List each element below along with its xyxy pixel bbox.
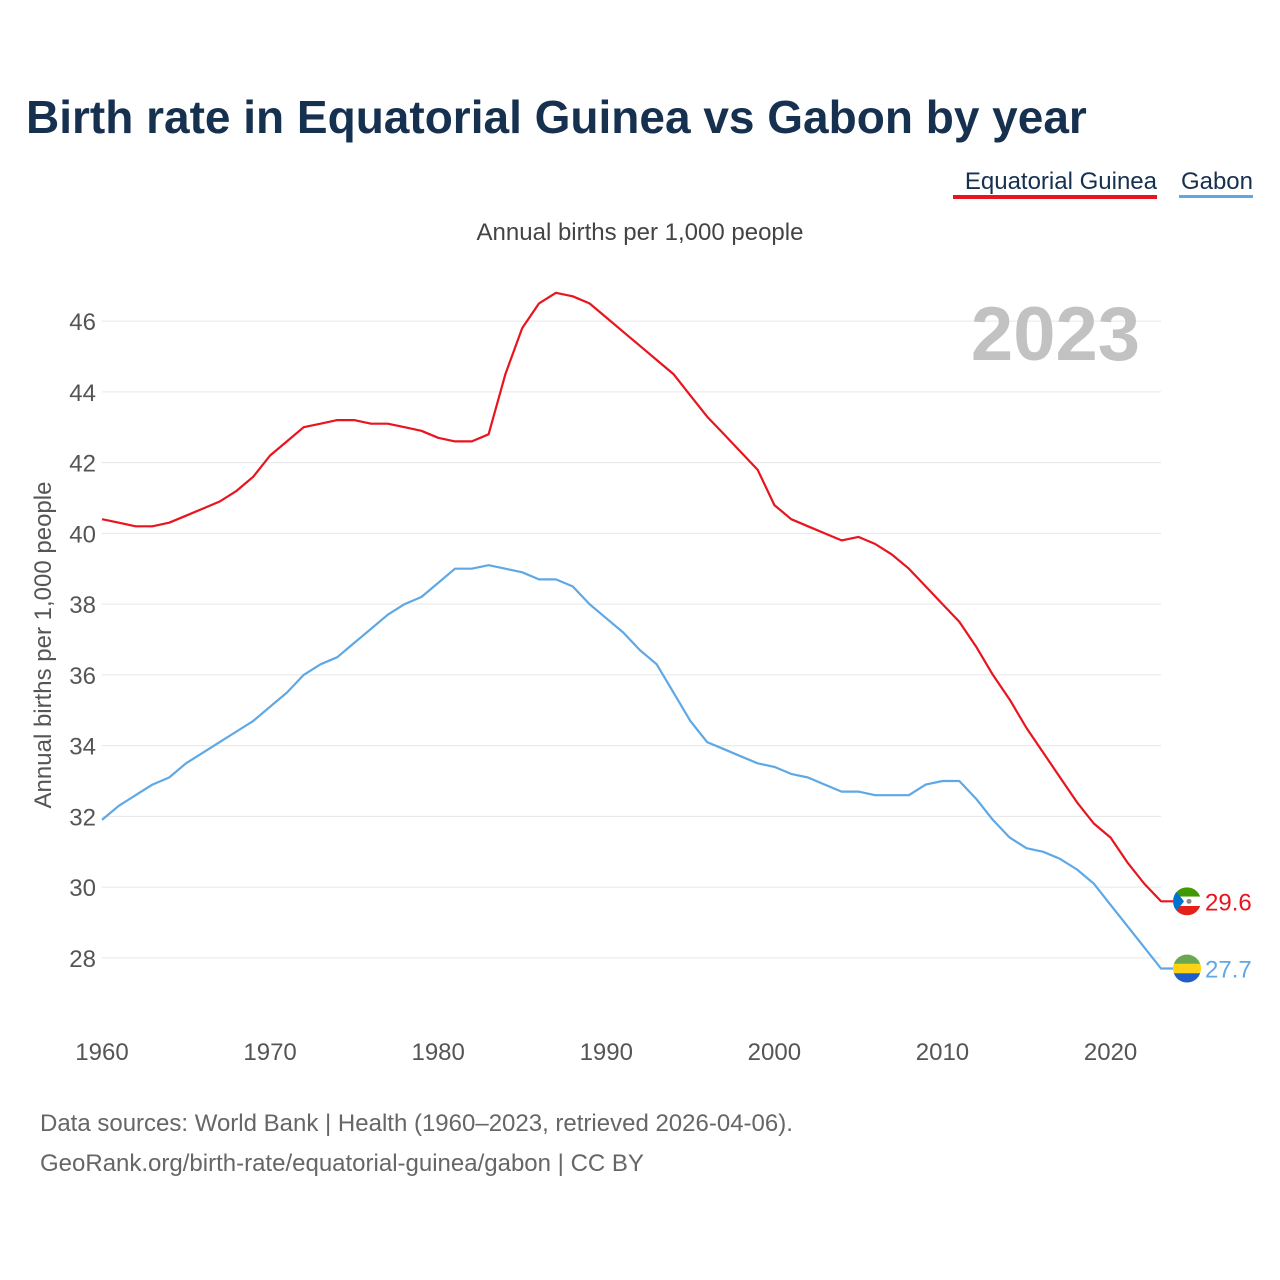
y-tick-label: 36 <box>69 663 96 690</box>
series-line-equatorial-guinea[interactable] <box>101 291 1175 903</box>
y-tick-label: 46 <box>69 309 96 336</box>
footer-sources: Data sources: World Bank | Health (1960–… <box>40 1110 793 1137</box>
y-tick-label: 44 <box>69 380 96 407</box>
year-watermark: 2023 <box>971 292 1140 377</box>
flag-equatorial-guinea-icon <box>1173 887 1201 916</box>
y-tick-label: 28 <box>69 946 96 973</box>
y-tick-label: 32 <box>69 804 96 831</box>
end-markers: 29.6 27.7 <box>1173 887 1252 984</box>
legend-item-equatorial-guinea[interactable]: Equatorial Guinea <box>965 168 1158 195</box>
y-tick-label: 42 <box>69 451 96 478</box>
legend: Equatorial Guinea Gabon <box>953 168 1253 199</box>
chart-title: Birth rate in Equatorial Guinea vs Gabon… <box>26 91 1087 143</box>
legend-swatch-equatorial-guinea <box>953 195 1157 199</box>
series-lines <box>101 291 1175 970</box>
series-line-gabon[interactable] <box>101 564 1175 970</box>
x-tick-label: 1980 <box>411 1039 464 1066</box>
y-axis-label: Annual births per 1,000 people <box>30 482 57 809</box>
end-value-label-equatorial-guinea: 29.6 <box>1205 889 1252 916</box>
gridlines <box>102 320 1161 959</box>
y-axis-ticks: 28 30 32 34 36 38 40 42 44 46 <box>69 309 96 973</box>
legend-item-gabon[interactable]: Gabon <box>1181 168 1253 195</box>
chart-subtitle: Annual births per 1,000 people <box>477 219 804 246</box>
end-value-label-gabon: 27.7 <box>1205 957 1252 984</box>
x-axis-ticks: 1960 1970 1980 1990 2000 2010 2020 <box>75 1039 1137 1066</box>
y-tick-label: 34 <box>69 734 96 761</box>
legend-swatch-gabon <box>1179 195 1253 198</box>
y-tick-label: 40 <box>69 521 96 548</box>
x-tick-label: 1990 <box>580 1039 633 1066</box>
y-tick-label: 38 <box>69 592 96 619</box>
x-tick-label: 2000 <box>748 1039 801 1066</box>
y-tick-label: 30 <box>69 875 96 902</box>
x-tick-label: 2020 <box>1084 1039 1137 1066</box>
x-tick-label: 1960 <box>75 1039 128 1066</box>
footer-url[interactable]: GeoRank.org/birth-rate/equatorial-guinea… <box>40 1150 644 1177</box>
x-tick-label: 2010 <box>916 1039 969 1066</box>
x-tick-label: 1970 <box>243 1039 296 1066</box>
flag-gabon-icon <box>1173 954 1201 983</box>
